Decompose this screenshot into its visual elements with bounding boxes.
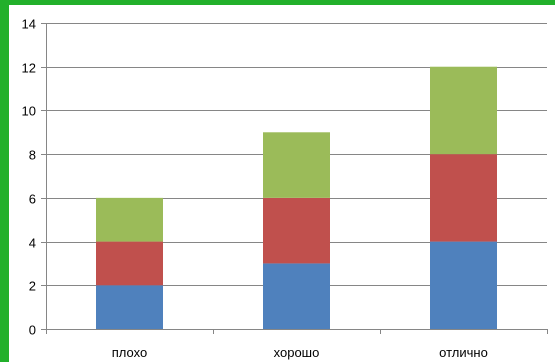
bar-segment [96, 197, 163, 242]
y-tick-label: 6 [29, 192, 36, 207]
y-tick-label: 8 [29, 148, 36, 163]
y-tick-label: 2 [29, 279, 36, 294]
y-tick-label: 14 [22, 17, 36, 32]
bar-segment [430, 154, 497, 242]
axes [41, 23, 548, 334]
bar-segment [96, 285, 163, 329]
y-tick-label: 0 [29, 323, 36, 338]
bar-segment [430, 241, 497, 329]
bar-segment [263, 132, 330, 198]
x-tick-label: отлично [439, 345, 488, 360]
bar-segment [263, 197, 330, 264]
y-tick-labels: 0 2 4 6 8 10 12 14 [22, 17, 36, 338]
y-tick-label: 10 [22, 104, 36, 119]
bars [96, 66, 497, 329]
y-tick-label: 4 [29, 236, 36, 251]
bar-segment [96, 241, 163, 286]
x-tick-label: плохо [112, 345, 147, 360]
y-tick-label: 12 [22, 61, 36, 76]
x-tick-label: хорошо [274, 345, 320, 360]
bar-segment [430, 66, 497, 155]
x-tick-labels: плохо хорошо отлично [112, 345, 488, 360]
bar-segment [263, 263, 330, 329]
